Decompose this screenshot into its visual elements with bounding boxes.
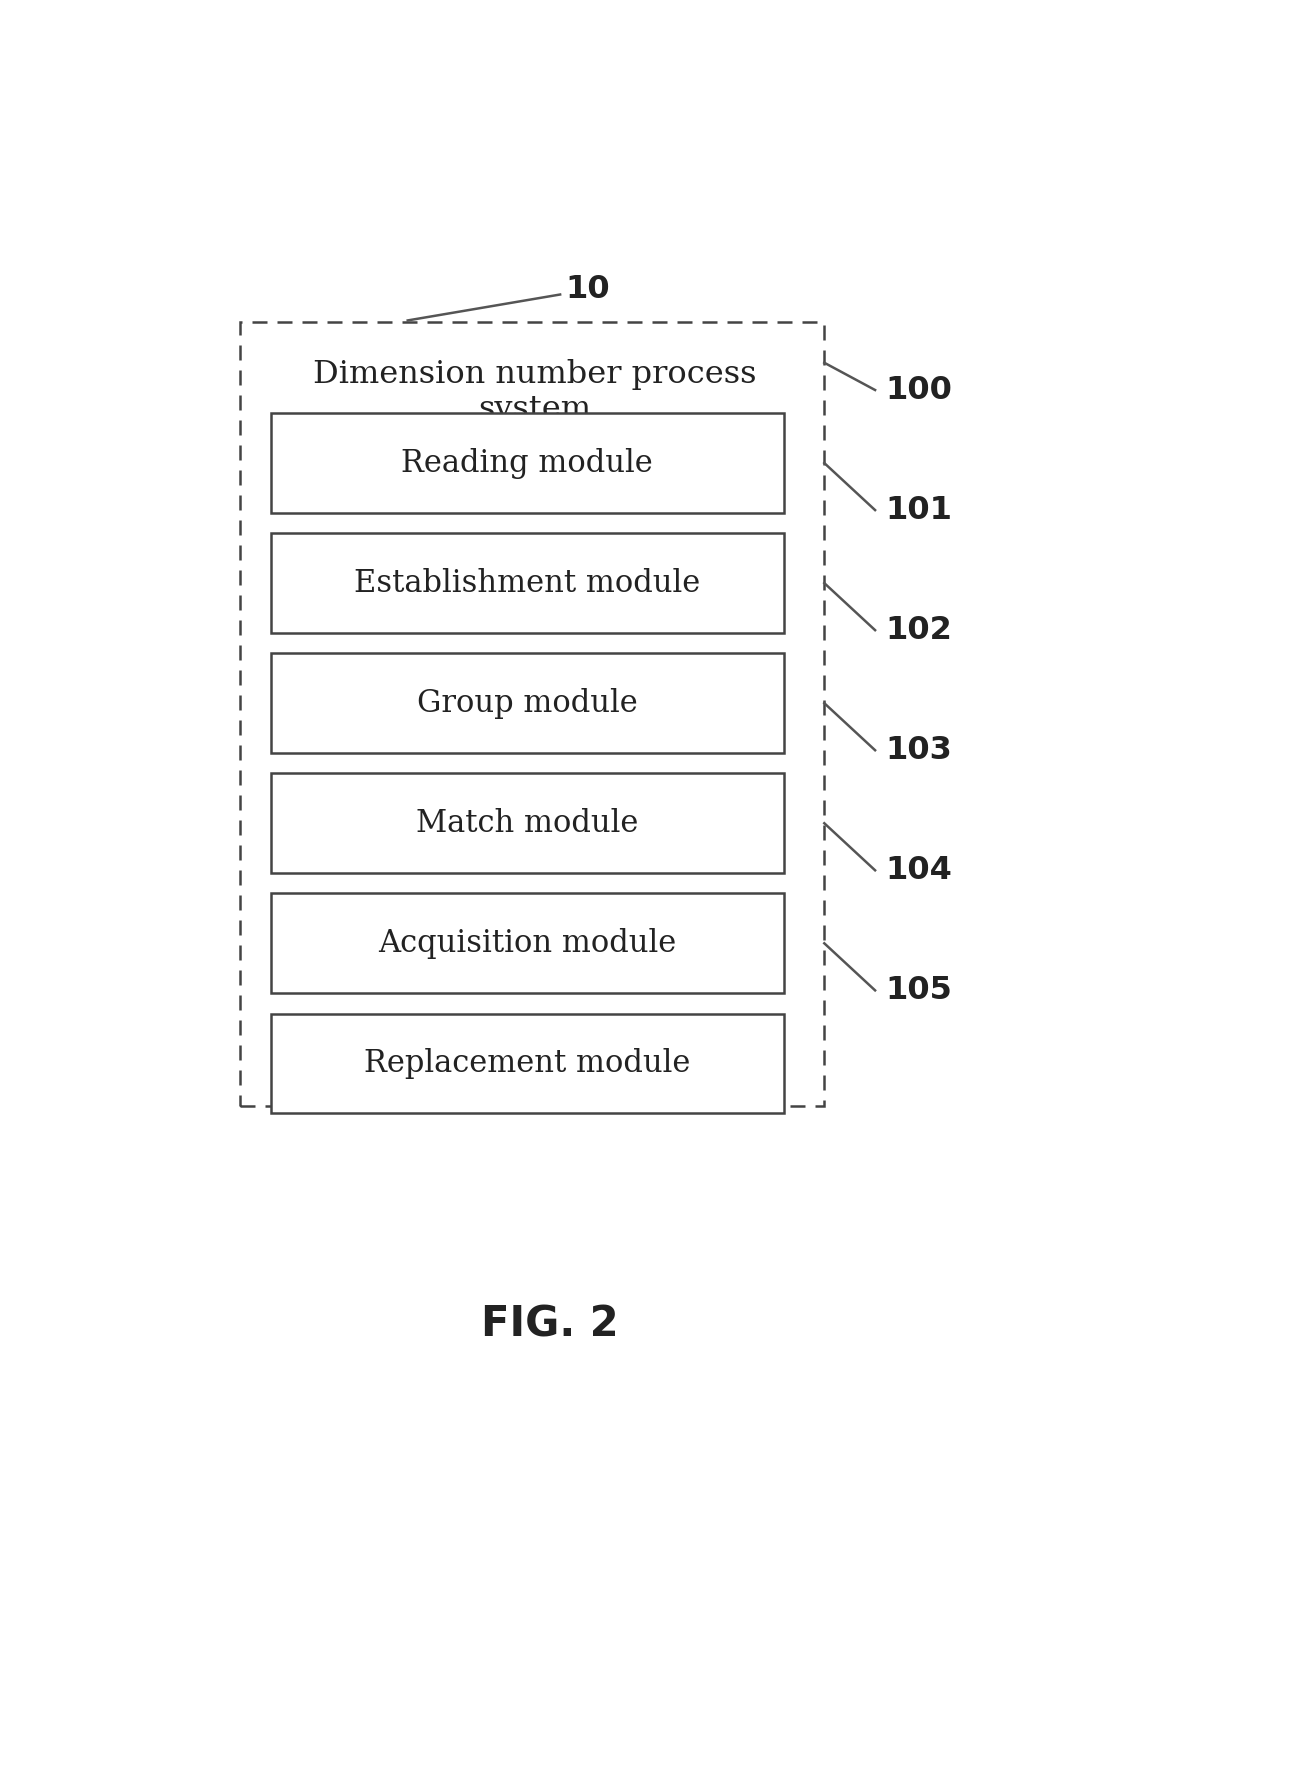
Text: Reading module: Reading module bbox=[401, 448, 653, 478]
Text: Group module: Group module bbox=[417, 688, 637, 719]
Text: 102: 102 bbox=[885, 615, 952, 645]
Text: 100: 100 bbox=[885, 374, 952, 406]
Text: Match module: Match module bbox=[416, 808, 638, 838]
Bar bbox=[270, 893, 784, 992]
Text: Dimension number process
system: Dimension number process system bbox=[313, 358, 756, 425]
Bar bbox=[270, 413, 784, 512]
Text: 101: 101 bbox=[885, 494, 952, 526]
Bar bbox=[270, 654, 784, 753]
Text: FIG. 2: FIG. 2 bbox=[481, 1304, 619, 1345]
Text: 103: 103 bbox=[885, 735, 952, 766]
Bar bbox=[270, 533, 784, 633]
Bar bbox=[270, 773, 784, 874]
Text: Establishment module: Establishment module bbox=[354, 567, 700, 599]
Bar bbox=[270, 1014, 784, 1113]
Text: 10: 10 bbox=[565, 273, 610, 305]
Text: Replacement module: Replacement module bbox=[364, 1047, 691, 1079]
Text: Acquisition module: Acquisition module bbox=[378, 929, 676, 959]
Text: 105: 105 bbox=[885, 975, 952, 1006]
Text: 104: 104 bbox=[885, 854, 952, 886]
Bar bbox=[240, 323, 825, 1106]
